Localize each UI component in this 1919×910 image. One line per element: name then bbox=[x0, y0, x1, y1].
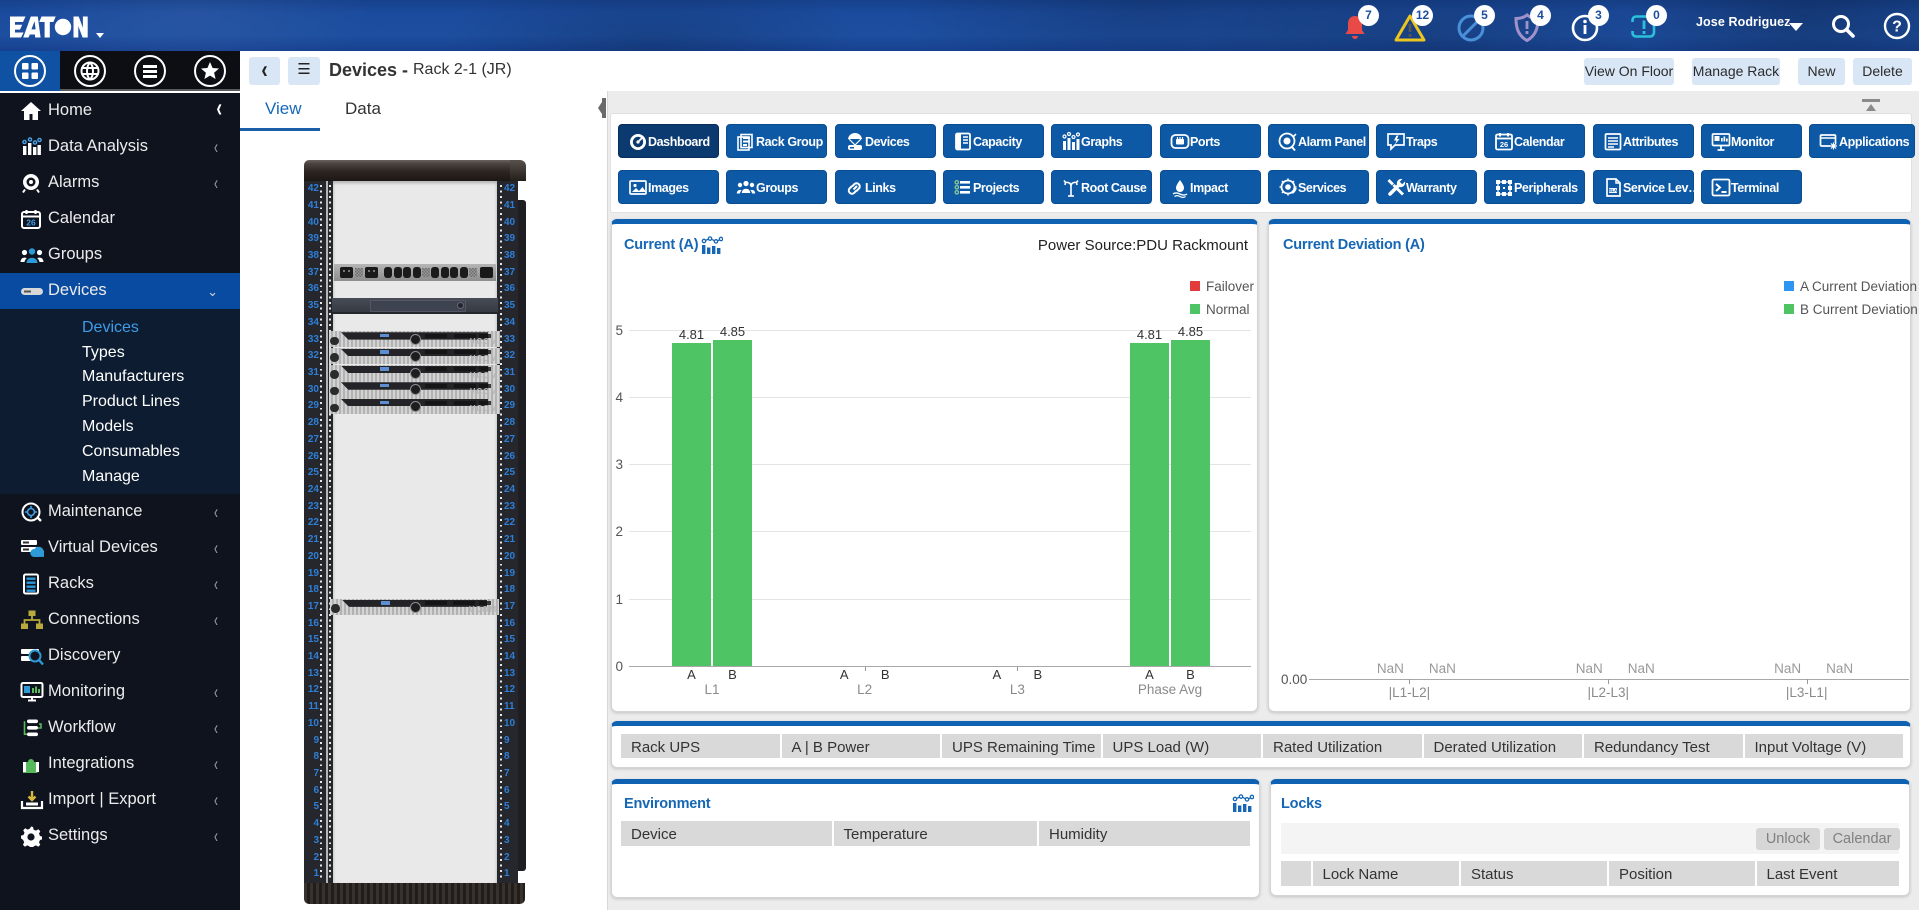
svg-text:26: 26 bbox=[26, 218, 36, 228]
svg-text:26: 26 bbox=[1500, 140, 1508, 149]
svg-text:?: ? bbox=[1892, 19, 1902, 36]
svg-text:SLA: SLA bbox=[1609, 188, 1617, 193]
